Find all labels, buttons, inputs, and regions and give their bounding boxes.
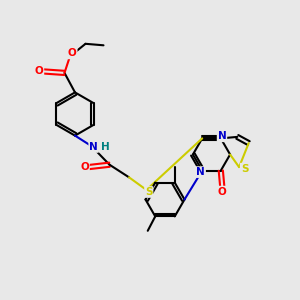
Text: S: S xyxy=(145,187,153,197)
Text: H: H xyxy=(100,142,109,152)
Text: O: O xyxy=(218,187,227,196)
Text: O: O xyxy=(34,66,43,76)
Text: O: O xyxy=(68,48,77,59)
Text: O: O xyxy=(80,162,89,172)
Text: N: N xyxy=(218,131,226,141)
Text: N: N xyxy=(196,167,205,177)
Text: S: S xyxy=(241,164,248,174)
Text: N: N xyxy=(89,142,98,152)
